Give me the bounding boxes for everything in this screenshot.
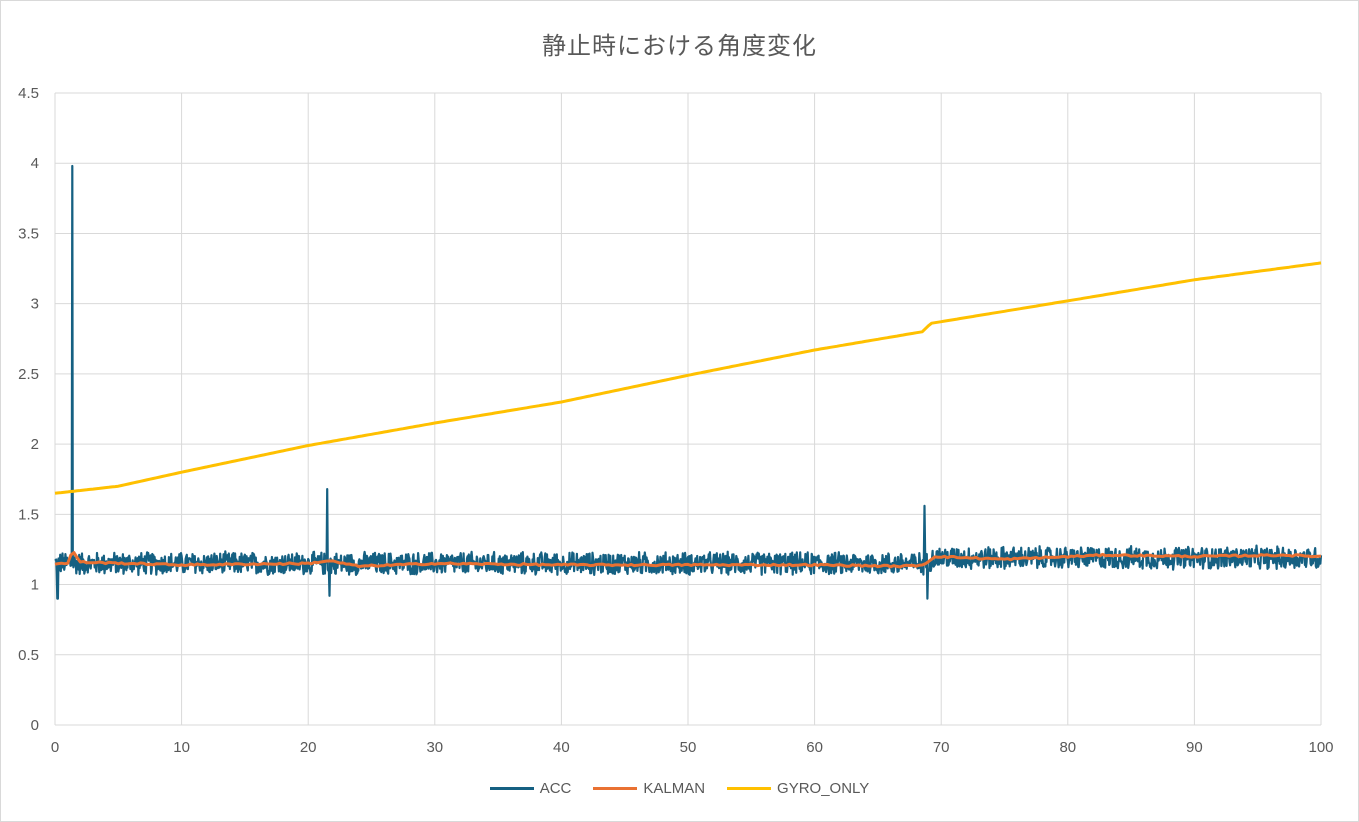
legend-swatch — [593, 787, 638, 790]
series-line-kalman — [54, 551, 1322, 569]
y-tick-label: 4 — [31, 155, 39, 172]
x-tick-label: 40 — [553, 739, 570, 756]
legend-label: GYRO_ONLY — [777, 780, 870, 797]
x-tick-label: 20 — [300, 739, 317, 756]
y-tick-label: 3.5 — [18, 225, 39, 242]
y-tick-label: 1.5 — [18, 506, 39, 523]
legend-label: KALMAN — [643, 780, 706, 797]
series-line-acc — [54, 164, 1323, 600]
series-line-gyro-only — [54, 261, 1322, 495]
y-tick-label: 2.5 — [18, 366, 39, 383]
chart-title: 静止時における角度変化 — [542, 32, 817, 60]
x-tick-label: 80 — [1059, 739, 1076, 756]
x-tick-label: 50 — [680, 739, 697, 756]
x-tick-label: 30 — [426, 739, 443, 756]
x-tick-label: 100 — [1308, 739, 1333, 756]
legend-item-acc: ACC — [489, 780, 572, 797]
y-tick-label: 4.5 — [18, 85, 39, 102]
legend-swatch — [727, 787, 772, 790]
x-tick-label: 90 — [1186, 739, 1203, 756]
legend-item-kalman: KALMAN — [593, 780, 705, 797]
y-tick-label: 0.5 — [18, 647, 39, 664]
legend-item-gyro-only: GYRO_ONLY — [727, 780, 869, 797]
legend-label: ACC — [539, 780, 572, 797]
x-tick-label: 70 — [933, 739, 950, 756]
legend-swatch — [489, 787, 534, 790]
x-tick-label: 10 — [173, 739, 190, 756]
y-tick-label: 2 — [31, 436, 39, 453]
legend: ACC KALMAN GYRO_ONLY — [0, 780, 1359, 797]
y-tick-label: 1 — [31, 577, 39, 594]
x-tick-label: 60 — [806, 739, 823, 756]
y-tick-label: 3 — [31, 296, 39, 313]
x-tick-label: 0 — [51, 739, 59, 756]
y-tick-label: 0 — [31, 717, 39, 734]
